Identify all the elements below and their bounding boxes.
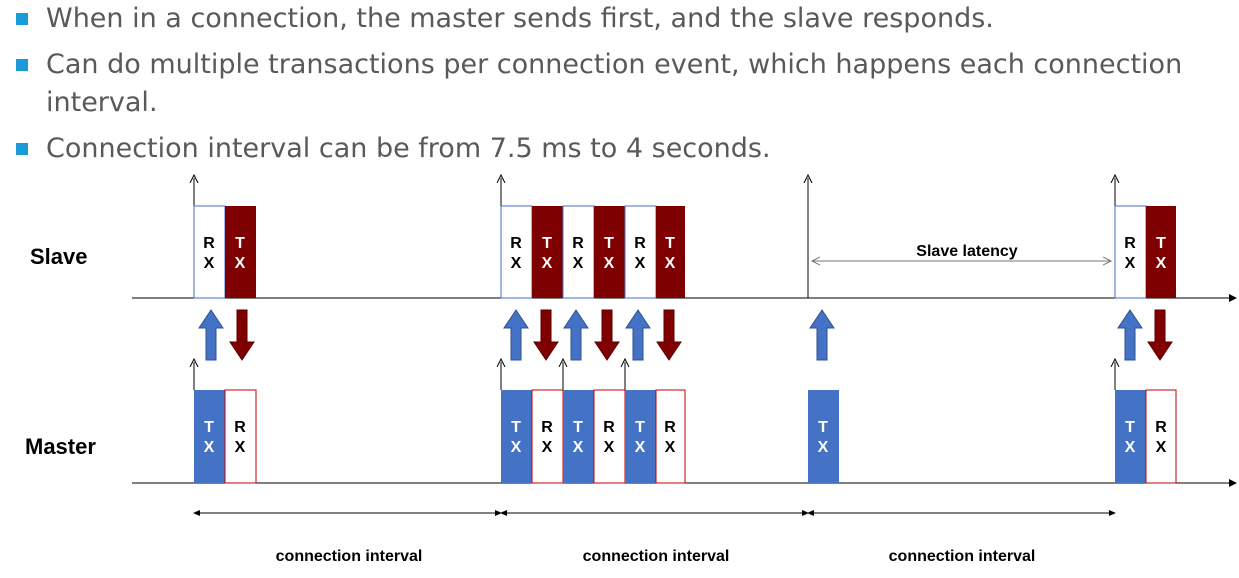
master-rx-label: R xyxy=(664,419,676,436)
master-tx-slot xyxy=(808,390,839,483)
slave-tx-label: X xyxy=(665,255,676,272)
master-rx-label: R xyxy=(541,419,553,436)
connection-interval-label: connection interval xyxy=(276,548,423,565)
slave-tx-label: T xyxy=(1156,235,1166,252)
master-tx-label: X xyxy=(204,439,215,456)
slave-tx-slot xyxy=(1146,206,1176,298)
master-tx-slot xyxy=(501,390,532,483)
master-event-markers xyxy=(194,362,1115,390)
slave-rx-label: X xyxy=(573,255,584,272)
master-rx-label: R xyxy=(1155,419,1167,436)
master-rx-slot xyxy=(655,389,686,484)
master-tx-slot xyxy=(625,390,656,483)
slave-tx-slot xyxy=(532,206,563,298)
slave-rx-slot xyxy=(193,205,226,299)
slot-labels: RXTXRXTXRXTXRXTXRXTXTXRXTXRXTXRXTXRXTXTX… xyxy=(203,235,1167,456)
master-to-slave-arrow-icon xyxy=(503,309,529,361)
master-tx-label: T xyxy=(573,419,583,436)
slave-tx-slot xyxy=(594,206,625,298)
slave-rx-label: X xyxy=(204,255,215,272)
slave-tx-label: T xyxy=(542,235,552,252)
master-tx-label: T xyxy=(818,419,828,436)
slave-label: Slave xyxy=(30,244,88,269)
master-rx-label: R xyxy=(234,419,246,436)
bullet-2: Can do multiple transactions per connect… xyxy=(16,46,1216,122)
slave-tx-label: T xyxy=(235,235,245,252)
slave-rx-label: X xyxy=(511,255,522,272)
slave-to-master-arrow-icon xyxy=(656,309,682,361)
connection-interval-label: connection interval xyxy=(583,548,730,565)
master-tx-label: X xyxy=(511,439,522,456)
master-to-slave-arrow-icon xyxy=(625,309,651,361)
master-tx-label: X xyxy=(635,439,646,456)
master-label: Master xyxy=(25,434,96,459)
slave-rx-label: R xyxy=(1124,235,1136,252)
slave-rx-slot xyxy=(1114,205,1147,299)
master-rx-label: X xyxy=(604,439,615,456)
slave-rx-slot xyxy=(624,205,657,299)
master-tx-slot xyxy=(563,390,594,483)
slave-slots xyxy=(193,205,1176,299)
slave-tx-slot xyxy=(656,206,685,298)
slave-tx-label: X xyxy=(604,255,615,272)
master-tx-label: T xyxy=(511,419,521,436)
bullet-text: Can do multiple transactions per connect… xyxy=(46,49,1183,118)
slave-tx-label: T xyxy=(604,235,614,252)
master-rx-label: X xyxy=(1156,439,1167,456)
master-to-slave-arrow-icon xyxy=(198,309,224,361)
master-to-slave-arrow-icon xyxy=(563,309,589,361)
master-rx-slot xyxy=(224,389,257,484)
bullet-3: Connection interval can be from 7.5 ms t… xyxy=(16,130,1216,168)
slave-rx-label: R xyxy=(510,235,522,252)
bullet-square-icon xyxy=(16,13,28,25)
bullet-square-icon xyxy=(16,59,28,71)
slave-rx-label: X xyxy=(1125,255,1136,272)
slave-tx-slot xyxy=(225,206,256,298)
master-rx-label: R xyxy=(603,419,615,436)
master-tx-label: T xyxy=(204,419,214,436)
master-tx-label: X xyxy=(818,439,829,456)
slave-tx-label: X xyxy=(542,255,553,272)
bullet-1: When in a connection, the master sends f… xyxy=(16,0,1216,38)
slave-tx-label: T xyxy=(665,235,675,252)
slave-rx-slot xyxy=(562,205,595,299)
bullet-square-icon xyxy=(16,143,28,155)
master-rx-label: X xyxy=(235,439,246,456)
slave-rx-slot xyxy=(500,205,533,299)
master-tx-label: X xyxy=(1125,439,1136,456)
master-slots xyxy=(194,389,1177,484)
slave-rx-label: R xyxy=(203,235,215,252)
master-rx-label: X xyxy=(542,439,553,456)
master-tx-label: T xyxy=(1125,419,1135,436)
master-to-slave-arrow-icon xyxy=(809,309,835,361)
master-tx-label: T xyxy=(635,419,645,436)
master-tx-slot xyxy=(194,390,225,483)
slave-tx-label: X xyxy=(1156,255,1167,272)
master-rx-slot xyxy=(593,389,626,484)
slave-to-master-arrow-icon xyxy=(229,309,255,361)
master-rx-slot xyxy=(531,389,564,484)
master-rx-slot xyxy=(1145,389,1177,484)
bullet-text: When in a connection, the master sends f… xyxy=(46,3,994,34)
master-rx-label: X xyxy=(665,439,676,456)
master-tx-slot xyxy=(1115,390,1146,483)
slave-to-master-arrow-icon xyxy=(594,309,620,361)
slave-rx-label: R xyxy=(634,235,646,252)
slave-to-master-arrow-icon xyxy=(1147,309,1173,361)
master-to-slave-arrow-icon xyxy=(1117,309,1143,361)
slave-tx-label: X xyxy=(235,255,246,272)
slave-to-master-arrow-icon xyxy=(533,309,559,361)
slave-latency-label: Slave latency xyxy=(916,243,1018,260)
slave-rx-label: R xyxy=(572,235,584,252)
slave-rx-label: X xyxy=(635,255,646,272)
connection-interval-label: connection interval xyxy=(889,548,1036,565)
master-tx-label: X xyxy=(573,439,584,456)
bullet-text: Connection interval can be from 7.5 ms t… xyxy=(46,133,771,164)
transfer-arrows xyxy=(198,309,1173,361)
